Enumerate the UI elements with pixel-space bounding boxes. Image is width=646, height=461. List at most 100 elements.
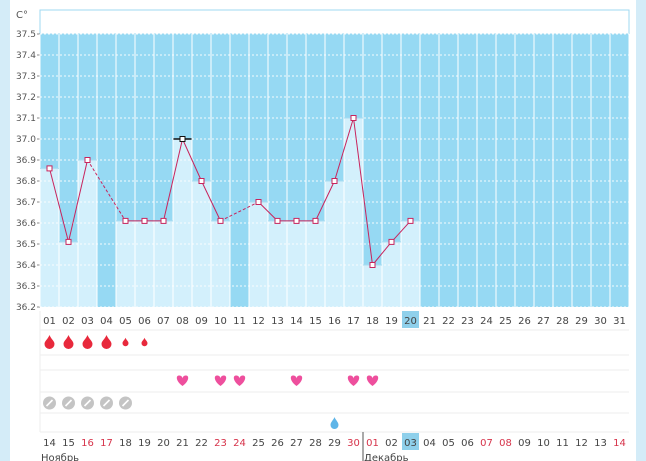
calendar-date-label: 08 (499, 438, 512, 449)
temp-point-day-03 (84, 157, 91, 163)
y-tick-label: 36.2 (16, 303, 36, 313)
y-tick-label: 36.9 (16, 156, 36, 166)
calendar-date-label: 12 (575, 438, 588, 449)
temp-line-segment (353, 117, 373, 266)
menstruation-drop-icon (122, 337, 129, 347)
cycle-day-label: 26 (518, 316, 531, 327)
bar-day-10 (211, 220, 230, 307)
cycle-day-label: 14 (290, 316, 303, 327)
calendar-date-label: 03 (404, 438, 417, 449)
pill-icon-stroke (121, 399, 130, 407)
cycle-day-label: 01 (43, 316, 56, 327)
calendar-date-label: 17 (100, 438, 113, 449)
temp-line-segment (49, 168, 69, 243)
cycle-day-label: 21 (423, 316, 436, 327)
cycle-day-label: 11 (233, 316, 246, 327)
calendar-date-label: 27 (290, 438, 303, 449)
lower-rows-bg (40, 307, 629, 461)
current-cycle-day-highlight (402, 311, 419, 328)
temp-point-day-14 (293, 217, 300, 224)
calendar-date-label: 15 (62, 438, 75, 449)
y-tick-label: 36.4 (16, 261, 36, 271)
calendar-date-label: 13 (594, 438, 607, 449)
menstruation-drop-icon (141, 337, 148, 347)
calendar-date-label: 05 (442, 438, 455, 449)
cycle-day-label: 15 (309, 316, 322, 327)
menstruation-drop-icon (44, 335, 55, 349)
temp-point-day-19 (388, 238, 395, 245)
plot-top-margin (39, 9, 630, 35)
y-unit-label: C° (16, 10, 28, 21)
bar-day-15 (306, 220, 325, 307)
temp-line-segment (68, 159, 88, 243)
temp-point-day-20 (407, 217, 414, 224)
cycle-day-label: 18 (366, 316, 379, 327)
temp-line-segment (315, 180, 335, 222)
heart-icon (176, 375, 189, 386)
temp-point-day-02 (65, 238, 72, 245)
cycle-day-label: 20 (404, 316, 417, 327)
bar-day-20 (401, 220, 420, 307)
cycle-day-label: 19 (385, 316, 398, 327)
cycle-day-label: 29 (575, 316, 588, 327)
calendar-date-label: 29 (328, 438, 341, 449)
y-tick-label: 36.3 (16, 282, 36, 292)
cycle-day-label: 08 (176, 316, 189, 327)
bar-day-02 (59, 241, 78, 307)
bar-day-12 (249, 202, 268, 307)
y-tick-label: 37.1 (16, 114, 36, 124)
temp-line-segment (391, 220, 411, 243)
calendar-date-label: 22 (195, 438, 208, 449)
menstruation-drop-icon (63, 335, 74, 349)
temp-line-segment (182, 138, 202, 182)
temp-point-day-17 (350, 115, 357, 121)
calendar-date-label: 24 (233, 438, 246, 449)
temp-point-day-05 (122, 217, 129, 224)
calendar-date-label: 21 (176, 438, 189, 449)
y-tick-label: 37.0 (16, 135, 36, 145)
calendar-date-label: 14 (613, 438, 626, 449)
y-tick-label: 37.5 (16, 30, 36, 40)
bar-day-01 (40, 168, 59, 307)
menstruation-drop-icon (101, 335, 112, 349)
temp-point-day-07 (160, 217, 167, 224)
calendar-date-label: 02 (385, 438, 398, 449)
month-label: Декабрь (364, 453, 409, 461)
calendar-date-label: 18 (119, 438, 132, 449)
calendar-date-label: 06 (461, 438, 474, 449)
y-tick-label: 37.4 (16, 51, 36, 61)
water-drop-icon (330, 417, 339, 429)
heart-icon (214, 375, 227, 386)
cycle-day-label: 07 (157, 316, 170, 327)
temp-line-segment (201, 180, 221, 222)
cycle-day-label: 02 (62, 316, 75, 327)
calendar-date-label: 28 (309, 438, 322, 449)
cycle-day-label: 05 (119, 316, 132, 327)
calendar-date-label: 23 (214, 438, 227, 449)
pill-icon-stroke (64, 399, 73, 407)
y-tick-label: 36.8 (16, 177, 36, 187)
temp-point-day-15 (312, 217, 319, 224)
bar-day-07 (154, 220, 173, 307)
temp-point-day-16 (331, 178, 338, 184)
pill-icon-stroke (45, 399, 54, 407)
bar-day-05 (116, 220, 135, 307)
cycle-day-label: 22 (442, 316, 455, 327)
calendar-date-label: 26 (271, 438, 284, 449)
temp-point-day-08 (179, 136, 186, 142)
bar-day-14 (287, 220, 306, 307)
temp-point-day-09 (198, 178, 205, 184)
temp-line-segment (220, 201, 259, 222)
cycle-day-label: 13 (271, 316, 284, 327)
cycle-day-label: 31 (613, 316, 626, 327)
cycle-day-label: 28 (556, 316, 569, 327)
cycle-day-label: 03 (81, 316, 94, 327)
menstruation-drop-icon (82, 335, 93, 349)
cycle-day-label: 16 (328, 316, 341, 327)
bar-day-06 (135, 220, 154, 307)
temp-point-day-12 (255, 199, 262, 205)
heart-icon (233, 375, 246, 386)
cycle-day-label: 25 (499, 316, 512, 327)
